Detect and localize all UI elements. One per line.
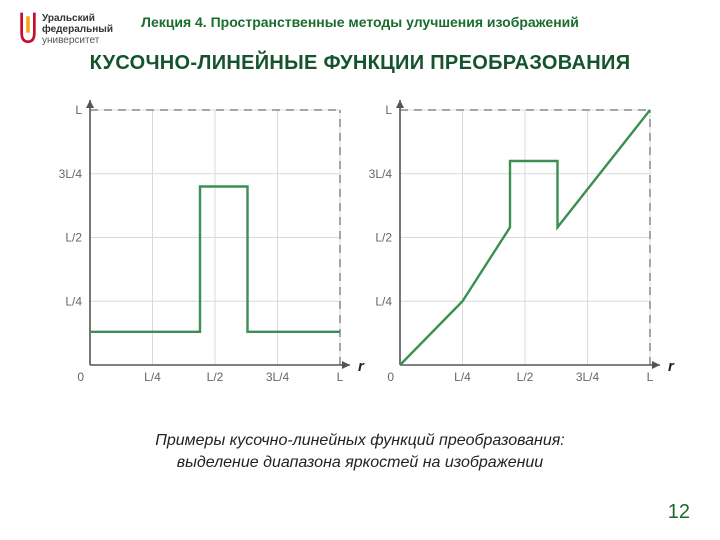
page-number: 12 [668,501,690,524]
svg-text:L/2: L/2 [207,370,224,384]
svg-text:L: L [647,370,654,384]
charts-svg: 0L/4L/23L/4LL/4L/23L/4Lrs0L/4L/23L/4LL/4… [40,100,680,410]
charts-container: 0L/4L/23L/4LL/4L/23L/4Lrs0L/4L/23L/4LL/4… [40,100,680,410]
svg-text:L/4: L/4 [144,370,161,384]
svg-text:3L/4: 3L/4 [369,167,393,181]
svg-text:L: L [385,103,392,117]
svg-text:0: 0 [77,370,84,384]
caption-line1: Примеры кусочно-линейных функций преобра… [155,432,564,449]
svg-text:L/4: L/4 [454,370,471,384]
svg-text:3L/4: 3L/4 [576,370,600,384]
svg-text:L: L [75,103,82,117]
svg-text:L: L [337,370,344,384]
svg-text:3L/4: 3L/4 [59,167,83,181]
figure-caption: Примеры кусочно-линейных функций преобра… [0,430,720,474]
svg-text:r: r [358,358,365,375]
svg-text:0: 0 [387,370,394,384]
svg-text:L/2: L/2 [65,231,82,245]
svg-text:L/2: L/2 [375,231,392,245]
lecture-subtitle: Лекция 4. Пространственные методы улучше… [0,14,720,30]
svg-text:L/2: L/2 [517,370,534,384]
svg-text:r: r [668,358,675,375]
svg-text:3L/4: 3L/4 [266,370,290,384]
svg-text:L/4: L/4 [65,294,82,308]
page-title: КУСОЧНО-ЛИНЕЙНЫЕ ФУНКЦИИ ПРЕОБРАЗОВАНИЯ [0,52,720,75]
caption-line2: выделение диапазона яркостей на изображе… [177,454,543,471]
logo-line3: университет [42,35,99,46]
svg-text:L/4: L/4 [375,294,392,308]
